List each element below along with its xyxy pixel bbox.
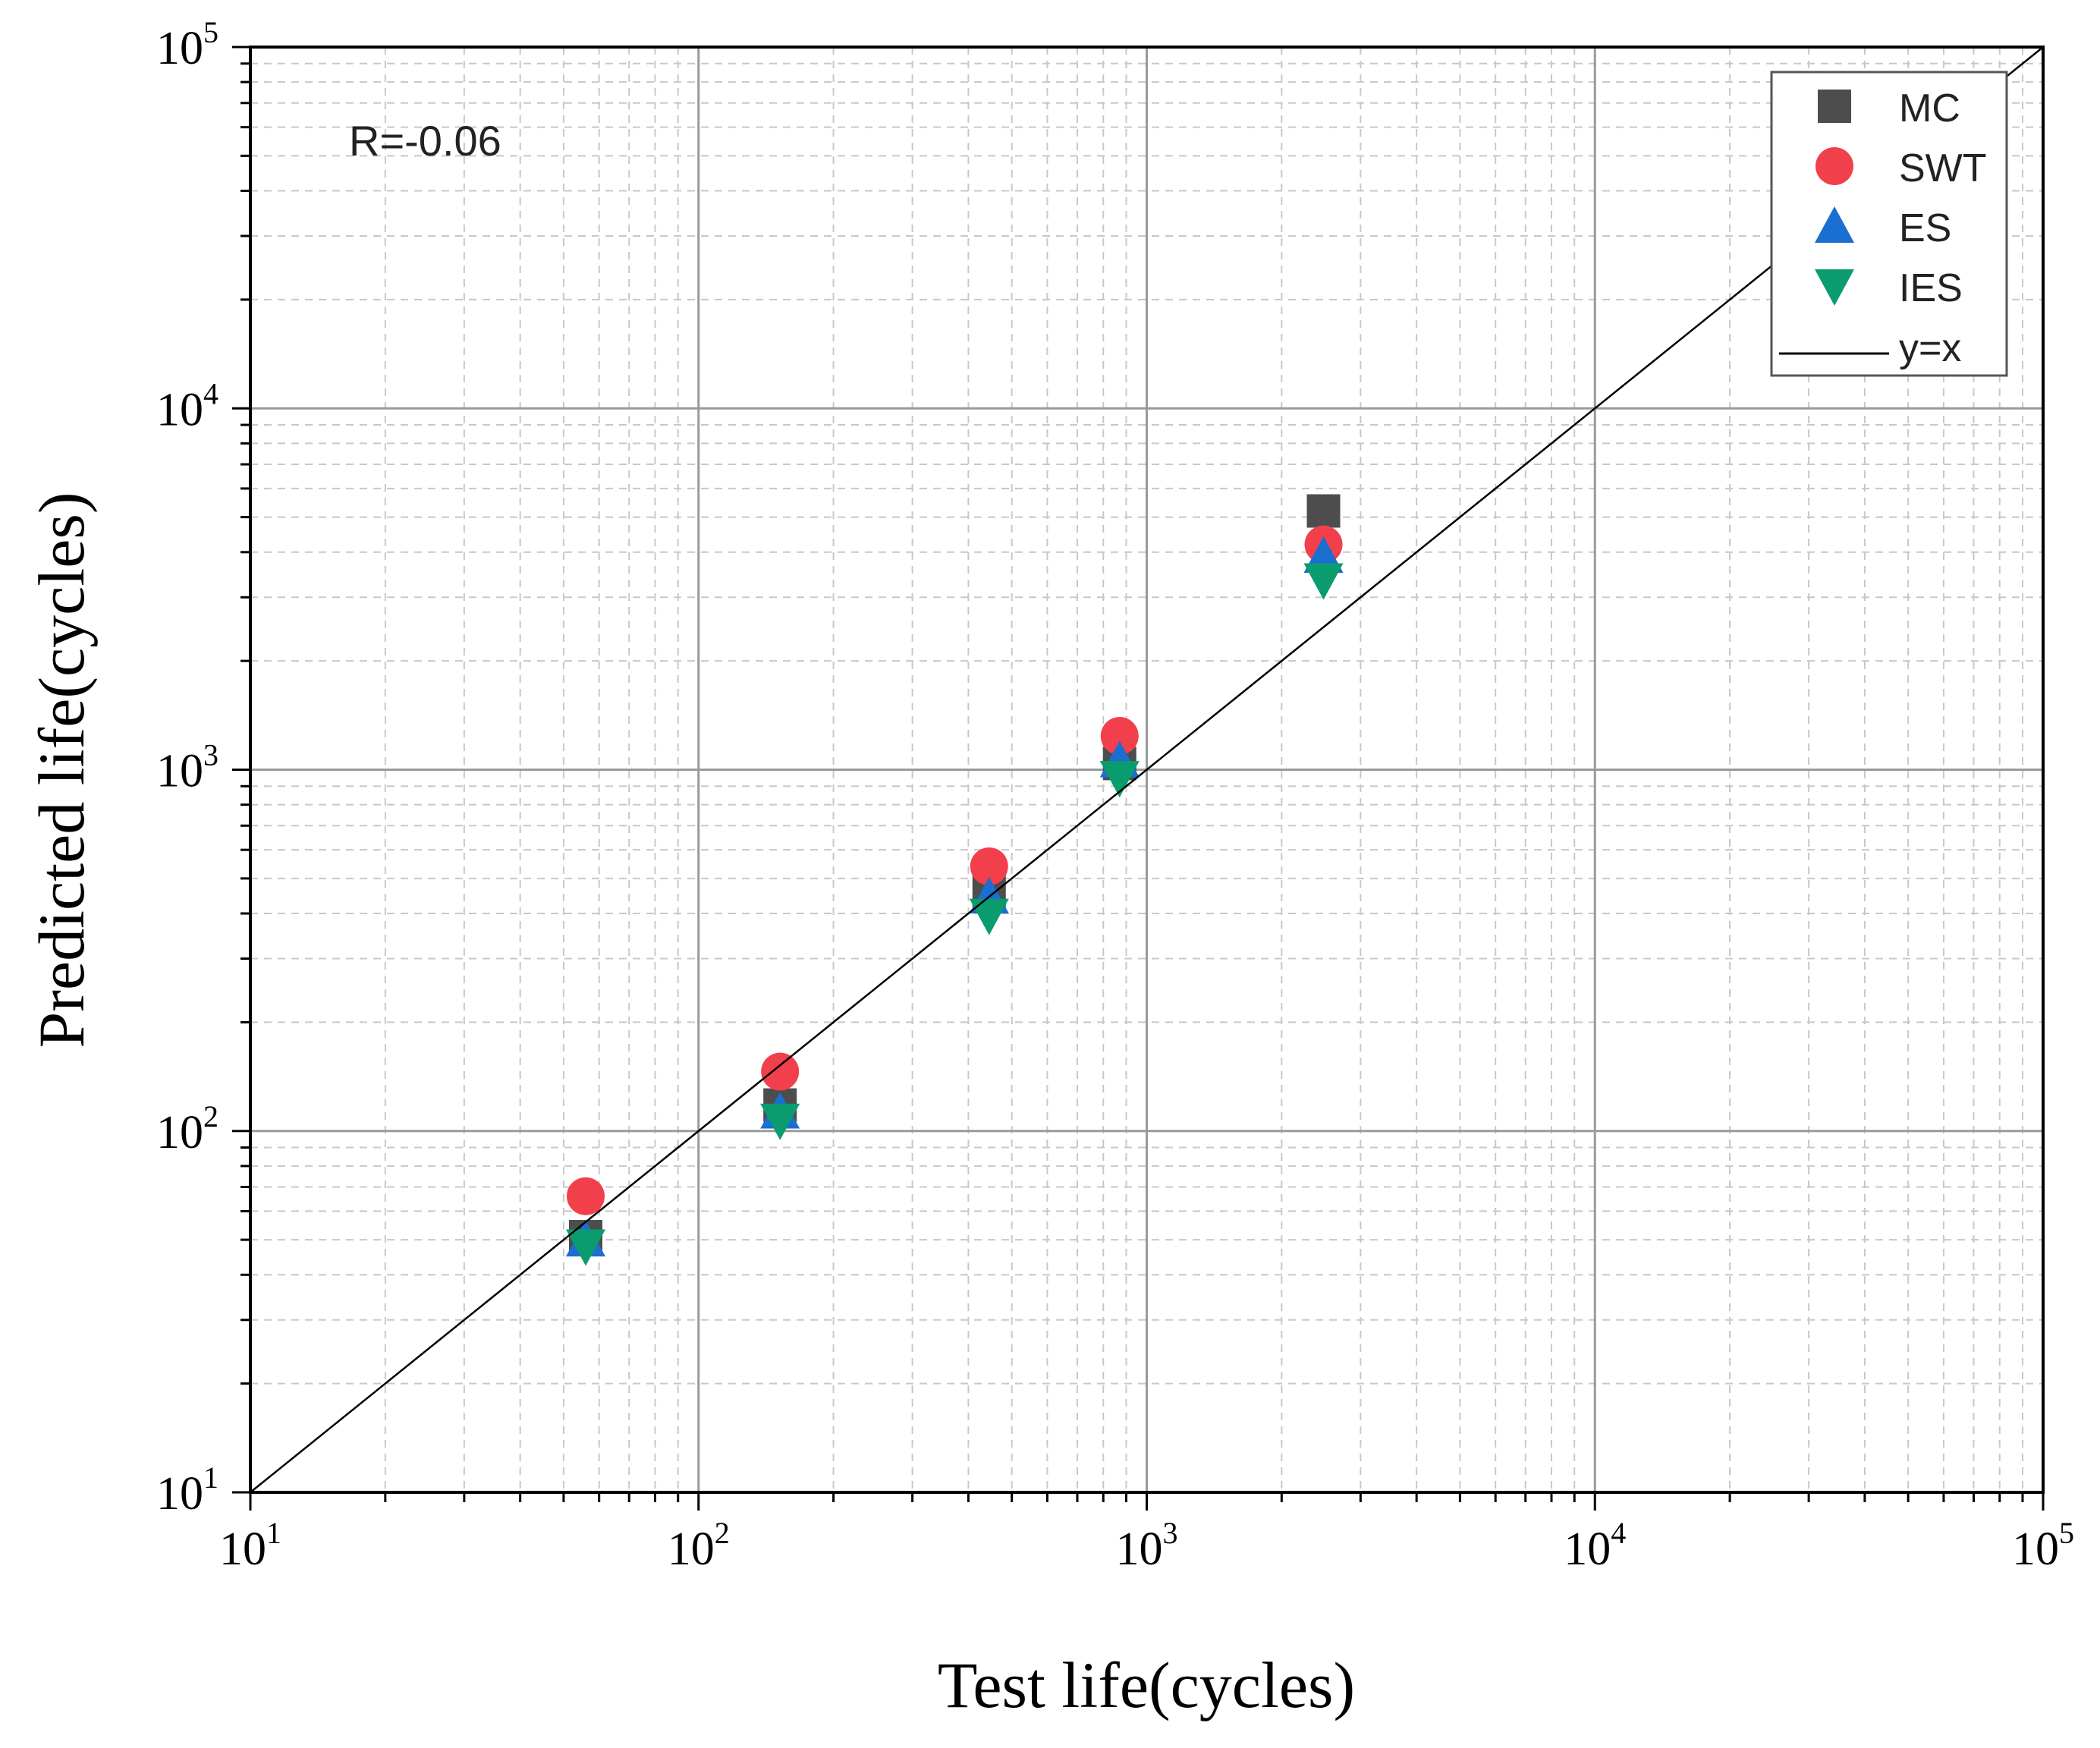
y-axis-title: Predicted life(cycles) (25, 492, 98, 1048)
y-tick-label-base: 10 (156, 384, 203, 435)
legend-label-y-x: y=x (1899, 326, 1961, 370)
y-tick-label: 101 (156, 1460, 218, 1520)
point-swt (761, 1052, 800, 1091)
legend: MC SWT ES IES y=x (1770, 71, 2008, 377)
point-ies (1303, 563, 1344, 600)
legend-symbol-mc (1818, 90, 1851, 123)
x-tick-label-exp: 1 (266, 1516, 281, 1550)
legend-label-mc: MC (1899, 86, 1960, 130)
point-ies (565, 1229, 605, 1266)
x-axis-title: Test life(cycles) (938, 1649, 1355, 1721)
x-tick-label-base: 10 (2012, 1523, 2059, 1575)
annotation-r-value: R=-0.06 (349, 117, 501, 165)
y-tick-label-base: 10 (156, 1107, 203, 1159)
legend-symbol-ies (1815, 269, 1854, 306)
y-tick-label-exp: 2 (203, 1099, 218, 1133)
point-swt (1100, 717, 1139, 756)
x-tick-label-base: 10 (219, 1523, 266, 1575)
reference-line-y-x (250, 46, 2044, 1493)
legend-symbol-swt (1815, 147, 1853, 185)
legend-label-swt: SWT (1899, 146, 1987, 190)
point-swt (970, 847, 1008, 885)
x-tick-label-exp: 4 (1611, 1516, 1626, 1550)
y-tick-label-base: 10 (156, 23, 203, 74)
x-tick-label: 104 (1564, 1516, 1626, 1575)
y-tick-label-exp: 3 (203, 738, 218, 772)
x-tick-label: 102 (668, 1516, 730, 1575)
x-tick-label: 103 (1116, 1516, 1178, 1575)
x-tick-label: 101 (219, 1516, 281, 1575)
x-tick-label-base: 10 (668, 1523, 715, 1575)
point-ies (1099, 761, 1140, 798)
y-tick-label: 104 (156, 376, 218, 435)
y-tick-label: 103 (156, 738, 218, 797)
plot-area (250, 46, 2044, 1493)
y-tick-label-exp: 1 (203, 1460, 218, 1495)
x-tick-label-exp: 3 (1163, 1516, 1178, 1550)
point-mc (1306, 494, 1341, 528)
x-tick-label-exp: 2 (715, 1516, 730, 1550)
point-ies (969, 898, 1009, 935)
y-tick-label-base: 10 (156, 746, 203, 797)
point-swt (566, 1177, 605, 1215)
y-tick-label-base: 10 (156, 1468, 203, 1520)
legend-box (1770, 71, 2008, 377)
legend-label-es: ES (1899, 206, 1951, 250)
y-tick-label: 105 (156, 15, 218, 74)
legend-label-ies: IES (1899, 266, 1963, 310)
x-tick-label-exp: 5 (2059, 1516, 2074, 1550)
y-tick-label: 102 (156, 1099, 218, 1159)
x-tick-label-base: 10 (1564, 1523, 1611, 1575)
x-tick-label-base: 10 (1116, 1523, 1163, 1575)
y-tick-label-exp: 4 (203, 376, 218, 410)
point-ies (760, 1103, 800, 1140)
y-tick-label-exp: 5 (203, 15, 218, 49)
legend-symbol-es (1815, 206, 1854, 243)
x-tick-label: 105 (2012, 1516, 2074, 1575)
